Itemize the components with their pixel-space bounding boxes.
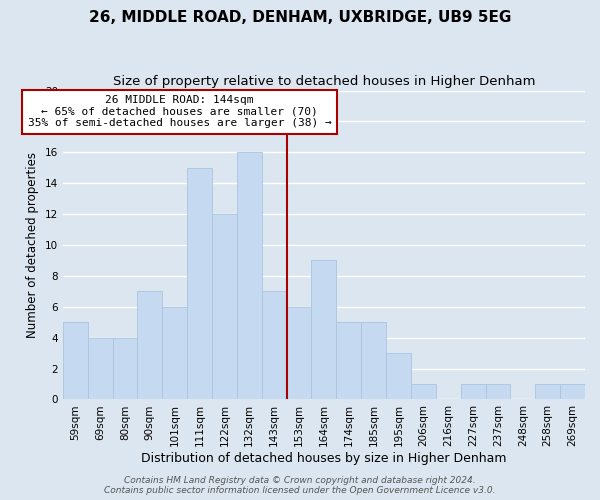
Bar bbox=[485, 384, 511, 400]
Bar bbox=[386, 353, 411, 400]
Bar bbox=[137, 292, 162, 400]
Bar bbox=[311, 260, 337, 400]
Bar bbox=[63, 322, 88, 400]
Bar bbox=[187, 168, 212, 400]
Y-axis label: Number of detached properties: Number of detached properties bbox=[26, 152, 39, 338]
Bar bbox=[162, 307, 187, 400]
Bar bbox=[411, 384, 436, 400]
X-axis label: Distribution of detached houses by size in Higher Denham: Distribution of detached houses by size … bbox=[141, 452, 506, 465]
Title: Size of property relative to detached houses in Higher Denham: Size of property relative to detached ho… bbox=[113, 75, 535, 88]
Bar bbox=[88, 338, 113, 400]
Bar bbox=[237, 152, 262, 400]
Bar bbox=[461, 384, 485, 400]
Text: 26, MIDDLE ROAD, DENHAM, UXBRIDGE, UB9 5EG: 26, MIDDLE ROAD, DENHAM, UXBRIDGE, UB9 5… bbox=[89, 10, 511, 25]
Bar bbox=[287, 307, 311, 400]
Text: 26 MIDDLE ROAD: 144sqm
← 65% of detached houses are smaller (70)
35% of semi-det: 26 MIDDLE ROAD: 144sqm ← 65% of detached… bbox=[28, 95, 332, 128]
Bar bbox=[535, 384, 560, 400]
Bar bbox=[212, 214, 237, 400]
Bar bbox=[113, 338, 137, 400]
Text: Contains HM Land Registry data © Crown copyright and database right 2024.
Contai: Contains HM Land Registry data © Crown c… bbox=[104, 476, 496, 495]
Bar bbox=[262, 292, 287, 400]
Bar bbox=[560, 384, 585, 400]
Bar bbox=[337, 322, 361, 400]
Bar bbox=[361, 322, 386, 400]
